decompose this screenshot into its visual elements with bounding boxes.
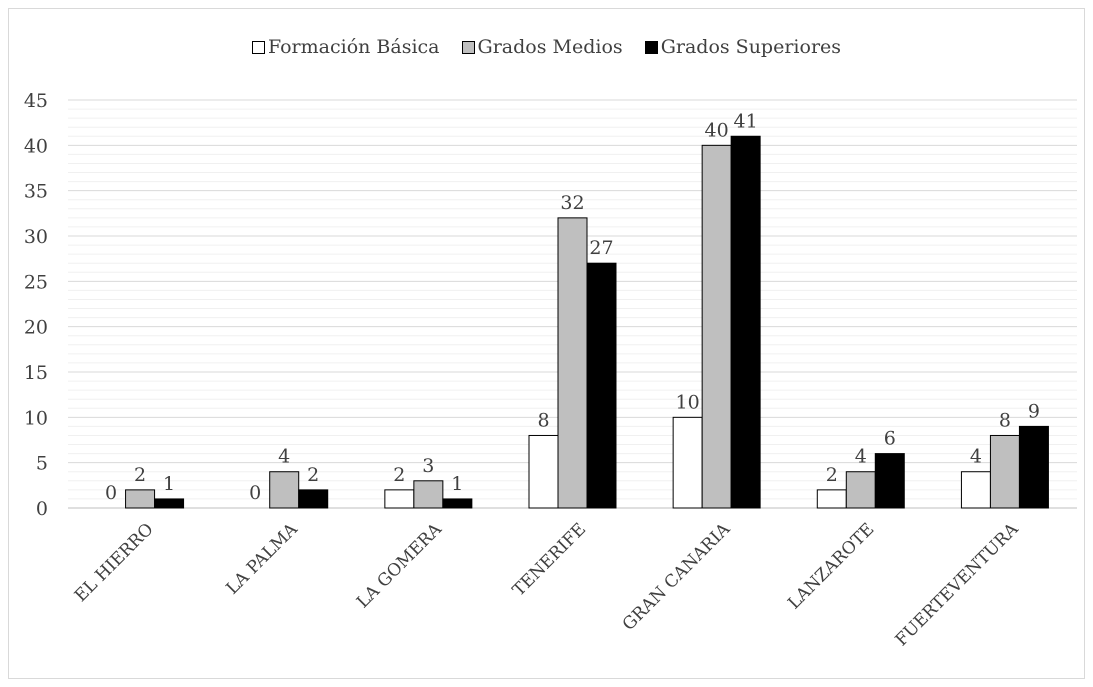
bar <box>845 471 876 509</box>
y-tick-label: 15 <box>24 362 48 384</box>
data-label: 1 <box>163 473 175 495</box>
data-label: 8 <box>537 409 549 431</box>
data-label: 6 <box>884 428 896 450</box>
legend-label-grados-superiores: Grados Superiores <box>660 36 842 58</box>
y-tick-label: 0 <box>36 498 48 520</box>
bar <box>960 471 991 509</box>
bar <box>125 489 156 509</box>
data-label: 2 <box>134 464 146 486</box>
data-label: 4 <box>855 446 867 468</box>
data-label: 10 <box>676 391 700 413</box>
data-label: 27 <box>589 237 613 259</box>
legend-swatch-grados-medios <box>461 41 475 54</box>
data-label: 40 <box>705 119 729 141</box>
bar <box>701 144 732 509</box>
data-label: 41 <box>734 110 758 132</box>
y-tick-label: 30 <box>24 226 48 248</box>
legend-item-formacion-basica: Formación Básica <box>251 36 440 58</box>
bar <box>269 471 300 509</box>
x-category-label: FUERTEVENTURA <box>892 519 1023 650</box>
chart-frame <box>8 8 1085 679</box>
bar <box>874 453 905 509</box>
x-category-label: GRAN CANARIA <box>619 519 735 635</box>
y-tick-label: 10 <box>24 407 48 429</box>
bar <box>586 262 617 509</box>
y-tick-label: 35 <box>24 181 48 203</box>
bar <box>413 480 444 509</box>
data-label: 2 <box>826 464 838 486</box>
bar <box>442 498 473 509</box>
data-label: 0 <box>249 482 261 504</box>
legend-item-grados-superiores: Grados Superiores <box>644 36 842 58</box>
data-label: 2 <box>307 464 319 486</box>
data-label: 8 <box>999 409 1011 431</box>
y-tick-label: 20 <box>24 317 48 339</box>
x-category-label: LA PALMA <box>222 519 302 599</box>
bar <box>154 498 185 509</box>
legend-item-grados-medios: Grados Medios <box>461 36 623 58</box>
legend: Formación Básica Grados Medios Grados Su… <box>0 36 1093 58</box>
bar <box>528 434 559 509</box>
legend-label-formacion-basica: Formación Básica <box>267 36 440 58</box>
legend-swatch-formacion-basica <box>251 41 265 54</box>
data-label: 3 <box>422 455 434 477</box>
y-tick-label: 45 <box>24 90 48 112</box>
data-label: 1 <box>451 473 463 495</box>
data-label: 2 <box>393 464 405 486</box>
x-category-label: LA GOMERA <box>353 519 446 612</box>
bar <box>730 135 761 509</box>
bar <box>557 217 588 509</box>
data-label: 4 <box>278 446 290 468</box>
y-tick-label: 5 <box>36 453 48 475</box>
y-tick-label: 40 <box>24 135 48 157</box>
y-tick-label: 25 <box>24 271 48 293</box>
x-category-label: TENERIFE <box>509 519 590 600</box>
legend-label-grados-medios: Grados Medios <box>477 36 623 58</box>
legend-swatch-grados-superiores <box>644 41 658 54</box>
data-label: 0 <box>105 482 117 504</box>
bar <box>672 416 703 509</box>
bar <box>816 489 847 509</box>
data-label: 4 <box>970 446 982 468</box>
bar <box>298 489 329 509</box>
data-label: 32 <box>560 192 584 214</box>
bar <box>384 489 415 509</box>
x-category-label: EL HIERRO <box>71 519 158 606</box>
data-label: 9 <box>1028 400 1040 422</box>
bar <box>1018 425 1049 509</box>
x-category-label: LANZAROTE <box>784 519 878 613</box>
bar <box>989 434 1020 509</box>
